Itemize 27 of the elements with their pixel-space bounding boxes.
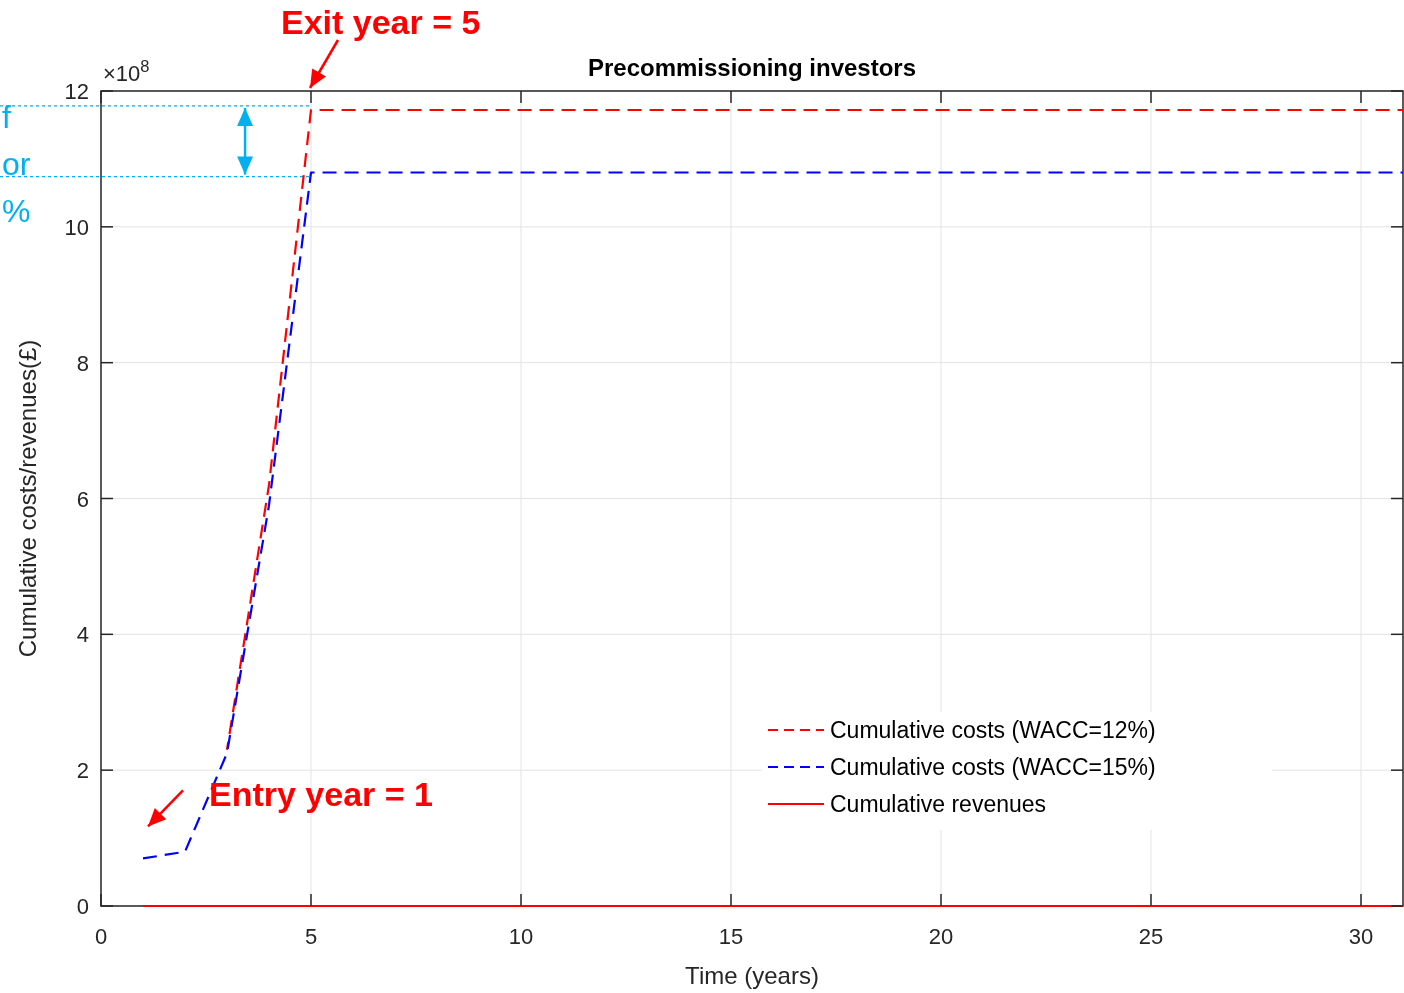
- text: or: [2, 146, 31, 182]
- legend-label: Cumulative revenues: [830, 791, 1047, 817]
- chart-title: Precommissioning investors: [587, 54, 917, 81]
- text: %: [2, 193, 31, 229]
- text: f: [2, 99, 11, 135]
- y-tick-label: 4: [76, 622, 89, 648]
- text: Exit year = 5: [281, 3, 481, 41]
- x-tick-label: 5: [304, 924, 318, 949]
- x-tick-label: 25: [1138, 924, 1164, 949]
- x-tick-label: 20: [928, 924, 954, 949]
- legend-label: Cumulative costs (WACC=12%): [830, 717, 1156, 743]
- y-tick-label: 10: [64, 214, 89, 240]
- x-tick-label: 30: [1348, 924, 1374, 949]
- y-axis-title: Cumulative costs/revenues(£): [14, 339, 41, 658]
- text: ×10$^{8}$: [103, 57, 150, 86]
- x-tick-label: 15: [718, 924, 744, 949]
- y-tick-label: 6: [76, 486, 89, 512]
- y-tick-label: 0: [76, 894, 89, 919]
- y-tick-label: 8: [76, 350, 89, 376]
- x-tick-label: 10: [508, 924, 534, 949]
- line-series: [141, 171, 1404, 860]
- x-axis-title: Time (years): [685, 962, 819, 989]
- annotation: Entry year = 1: [209, 775, 433, 814]
- y-tick-label: 2: [76, 758, 89, 784]
- legend-label: Cumulative costs (WACC=15%): [830, 754, 1156, 780]
- y-tick-label: 12: [64, 79, 89, 104]
- x-tick-label: 0: [94, 924, 108, 949]
